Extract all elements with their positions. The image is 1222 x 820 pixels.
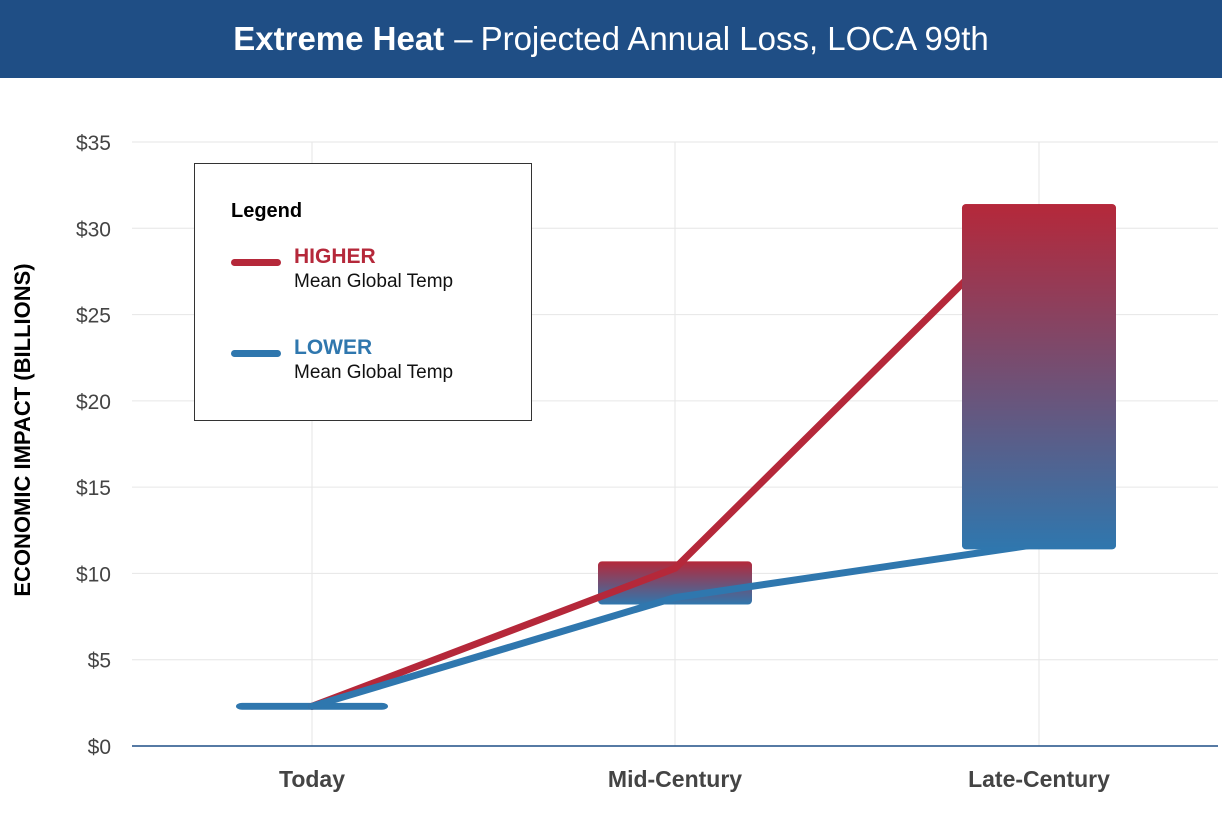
chart-title: Extreme Heat – Projected Annual Loss, LO… (0, 0, 1222, 78)
legend-sub-lower: Mean Global Temp (294, 362, 454, 383)
legend-name-lower: LOWER (294, 336, 373, 359)
y-tick-label: $5 (88, 650, 111, 673)
range-bar-late-century-overlay (962, 204, 1116, 550)
y-tick-label: $20 (76, 391, 111, 414)
x-tick-label: Today (279, 766, 345, 792)
y-tick-label: $0 (88, 736, 111, 759)
title-bold: Extreme Heat (233, 20, 445, 57)
legend-line-lower (231, 350, 281, 357)
y-tick-label: $35 (76, 132, 111, 155)
legend: Legend HIGHER Mean Global Temp LOWER Mea… (194, 163, 532, 421)
y-tick-label: $30 (76, 218, 111, 241)
y-tick-label: $25 (76, 305, 111, 328)
title-dash: – (454, 20, 473, 57)
series-line-lower (308, 540, 1043, 710)
y-tick-label: $15 (76, 477, 111, 500)
x-tick-label: Mid-Century (608, 766, 742, 792)
legend-name-higher: HIGHER (294, 245, 376, 268)
legend-sub-higher: Mean Global Temp (294, 271, 454, 292)
legend-line-higher (231, 259, 281, 266)
legend-title: Legend (231, 200, 303, 222)
series-line-higher (308, 204, 1043, 710)
y-tick-label: $10 (76, 563, 111, 586)
x-tick-label: Late-Century (968, 766, 1110, 792)
title-rest: Projected Annual Loss, LOCA 99th (480, 20, 989, 57)
